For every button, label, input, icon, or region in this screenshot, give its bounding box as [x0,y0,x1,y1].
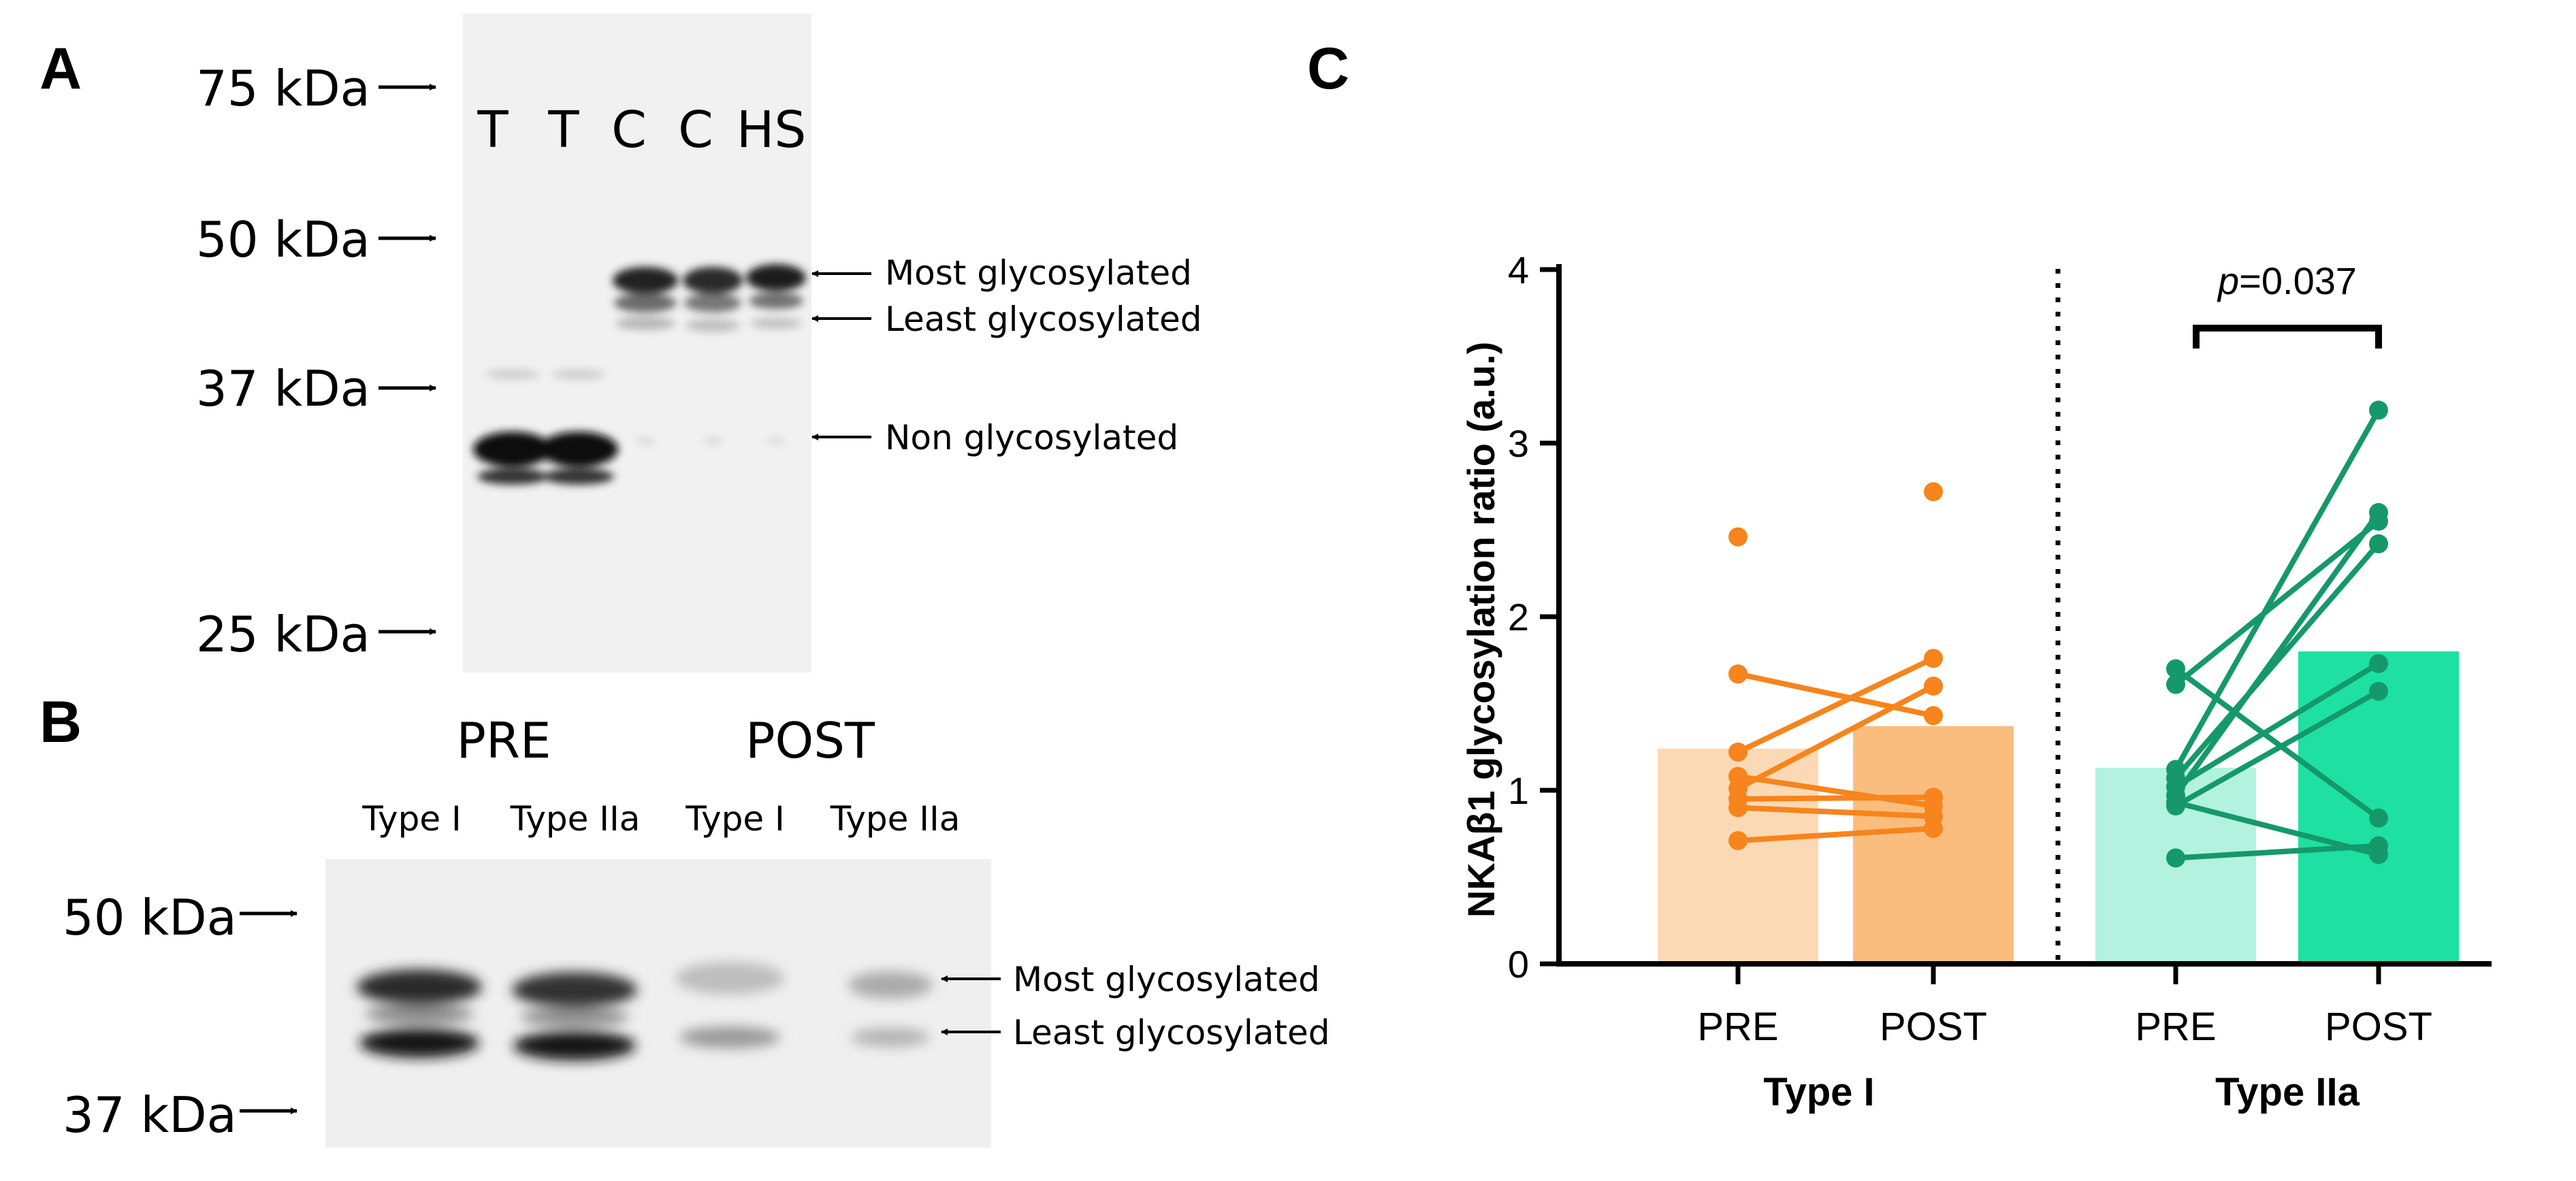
lane-label-5: HS [736,101,807,159]
bar-type2a-post [2298,651,2459,964]
point-type2a-pre-1 [2166,675,2185,694]
y-tick-label-4: 4 [1508,248,1529,291]
pair-line-type1-6 [1737,794,1934,802]
point-type1-pre-3 [1728,742,1748,762]
pair-line-type1-7 [1737,805,1934,820]
significance-bracket [2193,325,2382,349]
y-tick-label-0: 0 [1508,943,1529,986]
point-type1-pre-0 [1728,527,1748,547]
panel-b-band-arrows [941,975,1001,1035]
point-type2a-post-3 [2369,534,2388,553]
pair-line-type1-8 [1737,826,1934,843]
pair-line-type1-3 [1737,656,1935,755]
fibre-type-1-pre: Type I [362,799,462,839]
panel-b-letter: B [39,690,82,755]
marker-50-label-b: 50 kDa [63,889,237,946]
x-tick-label-post-1: POST [1880,1005,1987,1049]
pair-line-type1-2 [1737,671,1934,719]
point-type1-post-2 [1924,706,1943,726]
pair-line-type1-5 [1737,683,1935,791]
panel-a-marker-arrows [379,84,436,635]
point-type1-pre-8 [1728,830,1748,850]
y-tick-label-2: 2 [1508,596,1529,638]
label-least-glycosylated-a: Least glycosylated [885,300,1202,339]
label-most-glycosylated-b: Most glycosylated [1013,960,1320,999]
point-type2a-pre-0 [2166,659,2185,679]
label-most-glycosylated-a: Most glycosylated [885,253,1192,293]
group-label-type-2a: Type IIa [2215,1070,2360,1114]
marker-75-label: 75 kDa [196,60,370,117]
fibre-type-2a-pre: Type IIa [510,799,641,839]
label-least-glycosylated-b: Least glycosylated [1013,1013,1330,1052]
lane-label-4: C [678,101,713,159]
x-tick-label-post-3: POST [2325,1005,2432,1049]
point-type1-post-1 [1924,482,1943,502]
point-type2a-post-0 [2369,808,2388,828]
point-type2a-pre-7 [2166,792,2185,812]
panel-c-letter: C [1307,36,1350,101]
point-type2a-post-8 [2369,836,2388,856]
y-tick-label-3: 3 [1508,422,1529,465]
point-type1-post-3 [1924,649,1943,668]
point-type2a-post-6 [2369,681,2388,701]
pair-line-type1-4 [1737,773,1934,809]
point-type1-post-8 [1924,819,1943,839]
panel-a-letter: A [39,36,82,101]
point-type2a-pre-8 [2166,848,2185,868]
point-type1-post-5 [1924,677,1943,696]
group-label-type-1: Type I [1763,1070,1874,1114]
pair-line-type2a-4 [2174,661,2381,790]
marker-50-label: 50 kDa [196,211,370,268]
pair-line-type2a-8 [2175,843,2379,861]
pair-line-type2a-5 [2173,511,2381,797]
fibre-type-1-post: Type I [686,799,785,839]
x-tick-label-pre-2: PRE [2135,1005,2216,1049]
y-axis-label: NKAβ1 glycosylation ratio (a.u.) [1460,342,1502,918]
lane-label-3: C [611,101,647,159]
pair-line-type2a-0 [2174,666,2381,821]
marker-37-label-b: 37 kDa [63,1086,237,1144]
point-type1-pre-2 [1728,664,1748,684]
blot-b-image [325,859,991,1148]
bar-type1-post [1853,726,2014,964]
label-non-glycosylated-a: Non glycosylated [885,418,1179,457]
point-type2a-post-5 [2369,503,2388,522]
point-type1-post-6 [1924,788,1943,807]
panel-b-marker-arrows [240,910,297,1114]
y-tick-label-1: 1 [1508,769,1529,812]
pair-line-type2a-2 [2173,408,2381,771]
lane-label-1: T [477,101,509,159]
pair-line-type2a-6 [2174,689,2380,809]
pair-line-type2a-3 [2173,542,2381,780]
condition-post-label: POST [745,712,875,769]
marker-37-label: 37 kDa [196,360,370,417]
panel-a-band-arrows [811,270,871,440]
blot-a-image [463,14,811,673]
point-type2a-post-4 [2369,653,2388,673]
point-type1-pre-7 [1728,798,1748,818]
x-tick-label-pre-0: PRE [1697,1005,1778,1049]
condition-pre-label: PRE [456,712,551,769]
point-type2a-post-2 [2369,400,2388,420]
fibre-type-2a-post: Type IIa [830,799,961,839]
lane-label-2: T [548,101,579,159]
pair-line-type2a-1 [2174,519,2381,687]
marker-25-label: 25 kDa [196,606,370,663]
significance-p-value: p=0.037 [2217,259,2357,302]
